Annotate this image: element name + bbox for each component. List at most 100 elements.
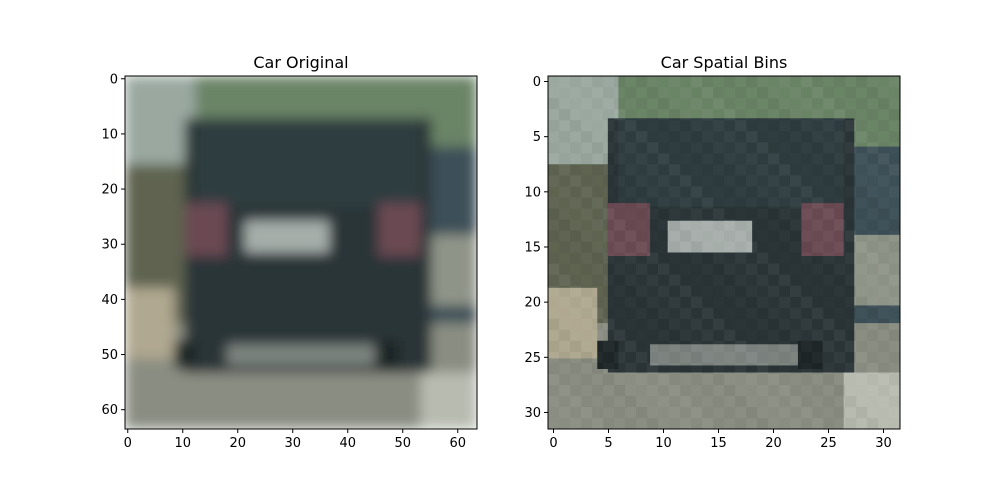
bin-cell [746,319,757,330]
bin-cell [735,76,746,87]
bin-cell [669,329,681,342]
bin-cell [757,208,768,219]
bin-cell [735,407,746,418]
bin-cell [823,341,834,352]
bin-cell [603,341,614,352]
bin-cell [779,341,790,352]
bin-cell [867,131,878,142]
bin-cell [603,396,614,407]
bin-cell [779,230,790,241]
bin-cell [636,175,647,186]
bin-cell [559,230,570,241]
bin-cell [889,352,900,363]
bin-cell [658,385,669,396]
bin-cell [790,219,801,230]
bin-cell [735,131,746,142]
bin-cell [669,286,680,297]
bin-cell [790,285,802,297]
bin-cell [603,142,614,153]
bin-cell [658,164,669,175]
bin-cell [790,275,801,286]
bin-cell [548,263,560,275]
wheel-right [374,340,400,369]
bin-cell [735,120,747,132]
bin-cell [702,319,713,330]
bin-cell [812,153,823,164]
bin-cell [581,142,592,153]
bin-cell [746,230,757,241]
bin-cell [867,252,879,264]
bin-cell [559,396,570,407]
bin-cell [691,186,703,198]
bin-cell [702,197,714,209]
bin-cell [658,363,669,374]
bin-cell [823,98,835,110]
bin-cell [658,373,670,386]
bin-cell [614,341,625,352]
bin-cell [658,87,669,98]
bin-cell [592,164,603,175]
bin-cell [878,318,890,331]
bin-cell [669,374,680,385]
bin-cell [856,396,867,407]
road [125,365,477,429]
bin-cell [867,197,879,209]
bin-cell [603,286,614,297]
bin-cell [625,219,636,230]
bin-cell [845,330,856,341]
bin-cell [812,297,823,308]
bin-cell [713,373,725,386]
bin-cell [658,263,670,275]
bin-cell [625,164,636,175]
bin-cell [680,186,691,197]
bin-cell [856,319,867,330]
bin-cell [790,142,801,153]
bin-cell [746,374,757,385]
bin-cell [625,241,636,252]
bin-cell [757,252,769,264]
bin-cell [823,153,835,165]
bin-cell [856,197,867,208]
bin-cell [625,297,636,308]
bin-cell [669,396,680,407]
bin-cell [570,186,581,197]
bin-cell [581,319,592,330]
bin-cell [559,164,571,176]
bin-cell [801,418,812,429]
bin-cell [724,175,735,186]
bin-cell [779,208,790,219]
bin-cell [713,275,724,286]
bin-cell [636,296,648,308]
bin-cell [691,351,703,364]
y-tick-label: 0 [533,75,541,90]
bin-cell [581,374,592,385]
bin-cell [570,120,582,132]
bin-cell [790,175,802,187]
bin-cell [845,285,857,297]
bin-cell [603,87,614,98]
bin-cell [878,341,889,352]
bin-cell [757,87,769,99]
bin-cell [647,330,658,341]
y-tick-label: 25 [524,351,541,366]
y-tick-label: 40 [101,293,118,308]
bin-cell [559,241,570,252]
bin-cell [592,385,603,396]
bin-cell [790,120,802,132]
x-tick-label: 60 [449,436,466,451]
bin-cell [746,264,757,275]
bin-cell [702,385,713,396]
bin-cell [614,407,625,418]
bin-cell [724,208,735,219]
bin-cell [790,340,802,353]
bin-cell [592,252,604,264]
bin-cell [790,131,801,142]
bin-cell [592,98,603,109]
bin-cell [878,230,889,241]
bin-cell [570,418,581,429]
bin-cell [658,330,669,341]
bin-cell [801,230,812,241]
bin-cell [636,406,648,419]
bin-cell [878,120,889,131]
bin-cell [570,407,581,418]
